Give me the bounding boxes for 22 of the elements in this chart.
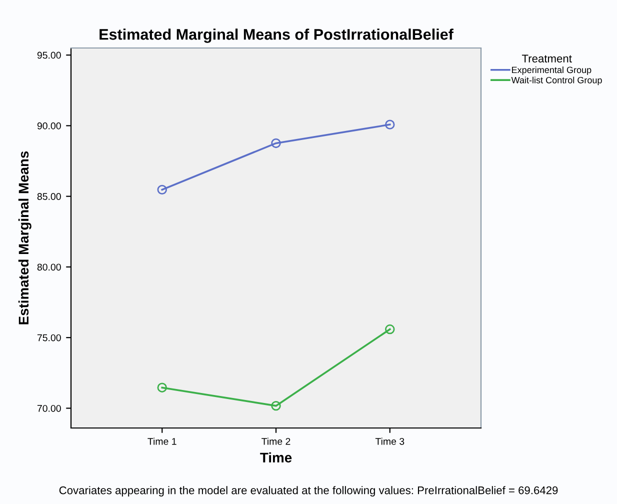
point <box>157 382 167 392</box>
legend-title: Treatment <box>522 54 572 62</box>
point <box>385 324 395 334</box>
x-tick-label: Time 1 <box>148 438 176 445</box>
y-tick-label: 80.00 <box>37 264 61 271</box>
y-tick-label: 95.00 <box>37 52 61 59</box>
legend-label: Wait-list Control Group <box>511 76 602 86</box>
y-tick-label: 85.00 <box>37 193 61 200</box>
y-tick-label: 70.00 <box>37 404 61 412</box>
point <box>385 120 395 130</box>
legend-label: Experimental Group <box>512 66 592 75</box>
point <box>271 400 281 411</box>
text: Covariates appearing in the model are evaluated at the following values: PreIrrationalBelief = 69.6429 <box>59 486 558 496</box>
x-tick-label: Time 3 <box>375 438 404 445</box>
x-tick-label: Time 2 <box>262 438 290 445</box>
point <box>271 138 281 148</box>
point <box>157 184 167 195</box>
y-tick-label: 90.00 <box>37 122 61 130</box>
x-axis-title: Time <box>260 452 292 463</box>
chart-title: Estimated Marginal Means of PostIrrationalBelief <box>100 28 454 43</box>
y-tick-label: 75.00 <box>37 334 61 342</box>
y-axis-title: Estimated Marginal Means <box>18 151 32 324</box>
